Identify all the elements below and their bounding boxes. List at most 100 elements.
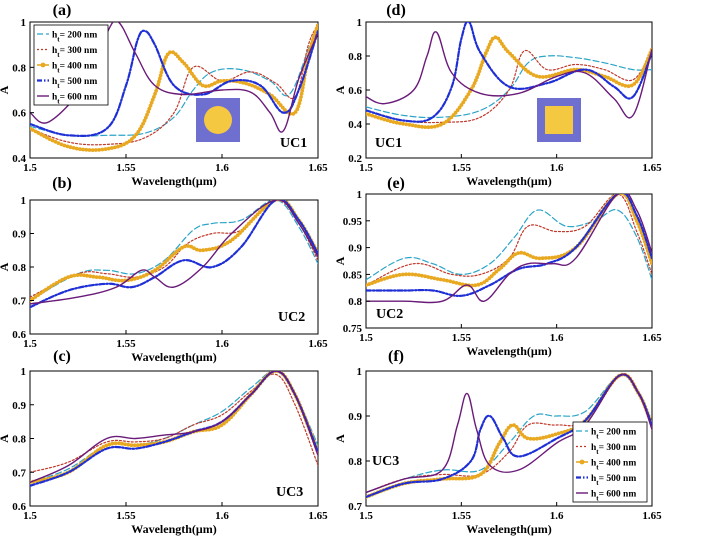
legend-subscript: t	[57, 98, 60, 106]
y-tick-label: 0.8	[12, 62, 26, 74]
series-marker	[370, 281, 374, 285]
series-line	[366, 22, 652, 123]
legend-value: = 400 nm	[599, 459, 637, 469]
series-marker	[489, 39, 493, 44]
series-marker	[367, 112, 371, 117]
series-marker	[445, 278, 449, 283]
series-marker	[634, 79, 639, 84]
series-marker	[198, 248, 202, 253]
series-marker	[109, 146, 114, 150]
series-marker	[649, 261, 652, 265]
series-marker	[126, 442, 131, 447]
series-marker	[498, 439, 503, 444]
series-marker	[207, 84, 211, 88]
series-marker	[149, 100, 154, 105]
inset-circle	[204, 106, 232, 134]
series-marker	[116, 441, 121, 446]
series-marker	[404, 272, 408, 277]
series-marker	[632, 82, 637, 86]
series-marker	[537, 74, 542, 79]
x-tick-label: 1.55	[116, 338, 136, 350]
series-marker	[135, 443, 140, 448]
series-marker	[141, 274, 146, 278]
series-marker	[382, 277, 387, 281]
inset-square	[545, 106, 573, 134]
series-marker	[535, 436, 539, 441]
series-marker	[33, 129, 38, 134]
series-marker	[385, 276, 390, 280]
series-marker	[537, 256, 542, 261]
x-tick-label: 1.55	[452, 332, 472, 344]
legend-symbol: h	[591, 443, 597, 453]
legend-value: = 200 nm	[60, 31, 98, 41]
series-marker	[528, 254, 533, 258]
series-marker	[218, 79, 223, 83]
unit-cell-label: UC2	[278, 310, 305, 325]
series-marker	[87, 148, 92, 152]
legend-symbol: h	[591, 490, 597, 500]
legend-marker	[40, 62, 46, 68]
series-marker	[556, 71, 561, 76]
series-marker	[516, 251, 520, 256]
series-marker	[90, 148, 95, 153]
series-marker	[454, 476, 458, 481]
series-marker	[391, 120, 396, 124]
series-marker	[157, 79, 161, 84]
series-marker	[491, 453, 496, 458]
series-marker	[256, 86, 260, 90]
series-marker	[401, 121, 405, 126]
series-marker	[463, 476, 468, 481]
series-marker	[146, 109, 151, 114]
series-marker	[528, 71, 533, 76]
x-tick-label: 1.5	[23, 162, 37, 174]
x-tick-label: 1.5	[23, 510, 37, 522]
series-marker	[82, 273, 86, 278]
series-marker	[373, 280, 377, 284]
y-tick-label: 0.9	[348, 243, 362, 255]
series-marker	[159, 70, 164, 75]
series-line	[30, 371, 318, 484]
legend-symbol: h	[52, 62, 58, 72]
y-tick-label: 0.8	[348, 456, 362, 468]
plot-frame	[29, 199, 319, 335]
series-marker	[173, 52, 178, 56]
y-tick-label: 1	[21, 17, 27, 29]
series-marker	[611, 78, 616, 83]
series-marker	[556, 431, 561, 436]
series-marker	[84, 147, 89, 152]
series-marker	[259, 87, 263, 92]
legend-symbol: h	[52, 46, 58, 56]
series-marker	[528, 436, 533, 441]
series-marker	[178, 57, 182, 61]
series-marker	[485, 48, 490, 53]
legend-symbol: h	[591, 428, 597, 438]
legend-symbol: h	[52, 77, 58, 87]
x-tick-label: 1.55	[452, 510, 472, 522]
series-marker	[300, 85, 305, 90]
series-marker	[475, 75, 479, 80]
series-marker	[617, 81, 622, 86]
series-marker	[531, 73, 536, 77]
series-line	[30, 23, 318, 137]
x-tick-label: 1.65	[642, 332, 662, 344]
series-marker	[158, 73, 163, 78]
series-marker	[493, 448, 498, 452]
series-marker	[177, 247, 182, 252]
x-tick-label: 1.6	[215, 162, 229, 174]
series-marker	[160, 67, 165, 72]
series-marker	[104, 276, 108, 281]
series-marker	[455, 108, 460, 113]
legend-value: = 500 nm	[599, 474, 637, 484]
series-marker	[163, 58, 167, 62]
series-marker	[562, 429, 567, 434]
series-marker	[483, 51, 488, 56]
series-marker	[200, 83, 205, 88]
series-marker	[531, 437, 536, 441]
series-marker	[274, 98, 279, 103]
series-marker	[472, 81, 477, 85]
series-marker	[407, 272, 412, 277]
series-marker	[293, 110, 298, 114]
series-marker	[132, 134, 137, 139]
